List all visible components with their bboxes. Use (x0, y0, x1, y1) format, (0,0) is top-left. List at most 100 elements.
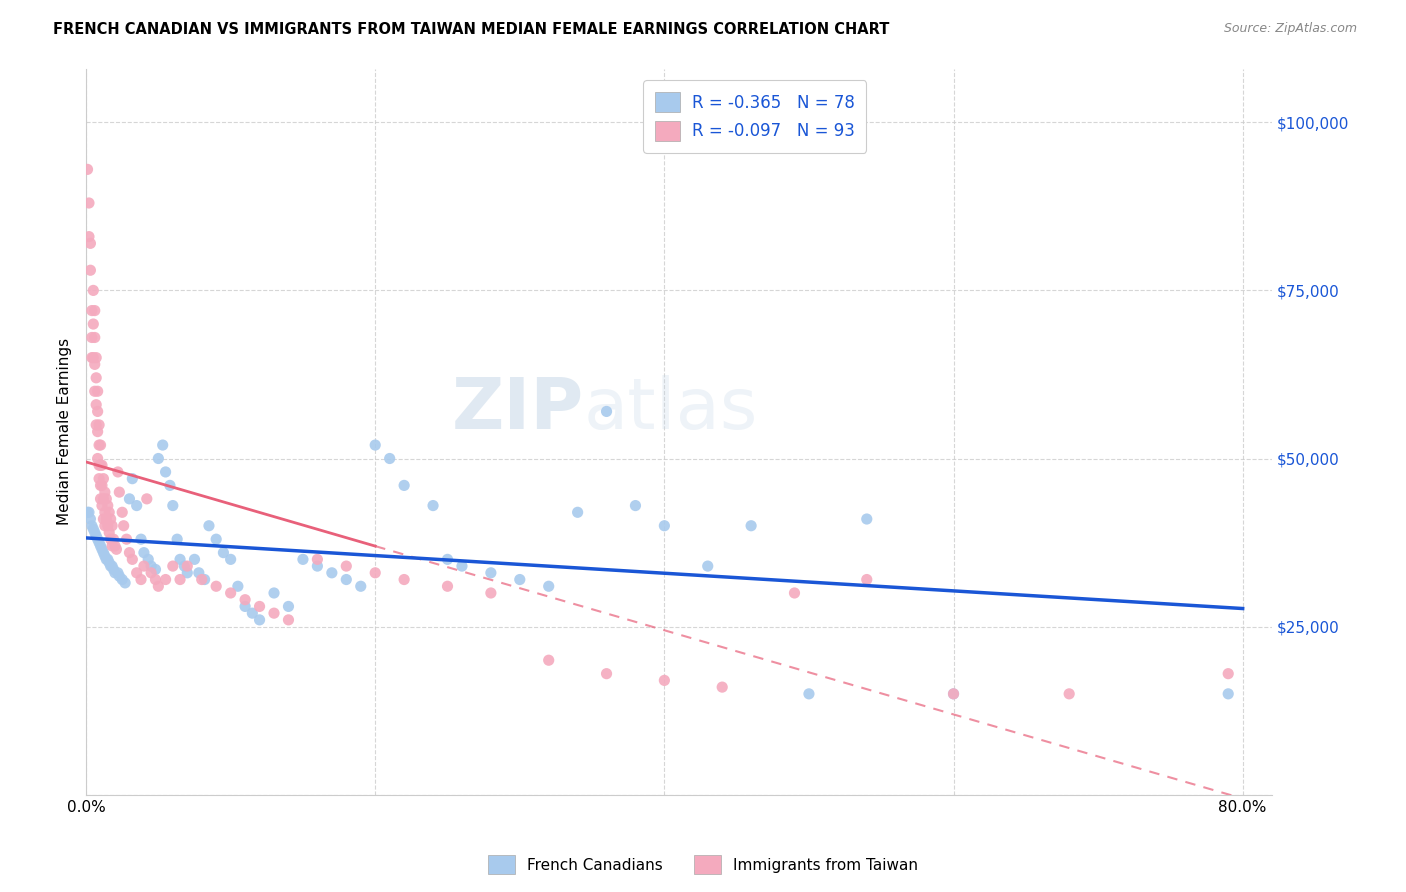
Point (176, 559, 198, 574)
Point (169, 552, 191, 566)
Point (80, 351, 103, 365)
Point (654, 518, 676, 533)
Point (94, 518, 117, 533)
Point (97, 552, 120, 566)
Point (135, 491, 157, 506)
Point (83, 357, 105, 371)
Point (89, 478, 111, 492)
Point (98, 556, 121, 570)
Point (392, 478, 415, 492)
Point (76, 162, 98, 177)
Point (162, 559, 184, 574)
Point (111, 505, 134, 519)
Point (83, 525, 105, 540)
Point (91, 499, 114, 513)
Point (76, 505, 98, 519)
Point (100, 532, 122, 546)
Point (783, 586, 806, 600)
Point (84, 351, 107, 365)
Point (107, 566, 129, 580)
Point (595, 404, 617, 418)
Point (291, 552, 314, 566)
Point (77, 505, 100, 519)
Point (190, 573, 212, 587)
Point (80, 330, 103, 344)
Point (80, 518, 103, 533)
Point (77, 196, 100, 211)
Point (321, 566, 343, 580)
Point (84, 417, 107, 432)
Point (96, 491, 118, 506)
Point (91, 458, 114, 473)
Point (855, 573, 877, 587)
Point (162, 499, 184, 513)
Point (233, 592, 256, 607)
Point (104, 566, 127, 580)
Point (169, 573, 191, 587)
Point (139, 559, 162, 574)
Point (537, 579, 560, 593)
Point (115, 532, 138, 546)
Point (107, 465, 129, 479)
Point (277, 599, 299, 614)
Point (155, 465, 177, 479)
Point (364, 566, 387, 580)
Point (696, 559, 718, 574)
Text: FRENCH CANADIAN VS IMMIGRANTS FROM TAIWAN MEDIAN FEMALE EARNINGS CORRELATION CHA: FRENCH CANADIAN VS IMMIGRANTS FROM TAIWA… (53, 22, 890, 37)
Point (103, 562, 125, 576)
Point (392, 573, 415, 587)
Point (1218, 687, 1240, 701)
Point (537, 653, 560, 667)
Point (84, 529, 107, 543)
Point (86, 425, 108, 439)
Point (94, 485, 117, 500)
Point (96, 552, 118, 566)
Point (79, 236, 101, 251)
Point (121, 552, 143, 566)
Point (436, 552, 458, 566)
Point (118, 491, 141, 506)
Point (97, 518, 120, 533)
Point (82, 317, 104, 331)
Point (89, 491, 111, 506)
Point (942, 687, 965, 701)
Point (624, 499, 647, 513)
Point (1218, 666, 1240, 681)
Point (479, 586, 502, 600)
Point (87, 535, 110, 549)
Point (451, 559, 474, 574)
Point (93, 546, 115, 560)
Point (94, 549, 117, 563)
Point (94, 505, 117, 519)
Text: Source: ZipAtlas.com: Source: ZipAtlas.com (1223, 22, 1357, 36)
Point (96, 512, 118, 526)
Point (132, 546, 155, 560)
Point (159, 478, 181, 492)
Point (87, 438, 110, 452)
Point (82, 284, 104, 298)
Point (83, 384, 105, 399)
Point (233, 599, 256, 614)
Point (82, 522, 104, 536)
Point (101, 539, 124, 553)
Point (100, 559, 122, 574)
Y-axis label: Median Female Earnings: Median Female Earnings (58, 338, 72, 525)
Legend: R = -0.365   N = 78, R = -0.097   N = 93: R = -0.365 N = 78, R = -0.097 N = 93 (643, 80, 866, 153)
Point (101, 559, 124, 574)
Point (378, 451, 401, 466)
Point (155, 573, 177, 587)
Point (87, 417, 110, 432)
Point (108, 485, 131, 500)
Point (112, 518, 135, 533)
Point (86, 404, 108, 418)
Point (139, 566, 162, 580)
Point (98, 525, 121, 540)
Point (111, 573, 134, 587)
Point (84, 398, 107, 412)
Point (77, 229, 100, 244)
Point (80, 303, 103, 318)
Point (711, 680, 734, 694)
Point (125, 566, 148, 580)
Point (205, 579, 228, 593)
Point (129, 573, 152, 587)
